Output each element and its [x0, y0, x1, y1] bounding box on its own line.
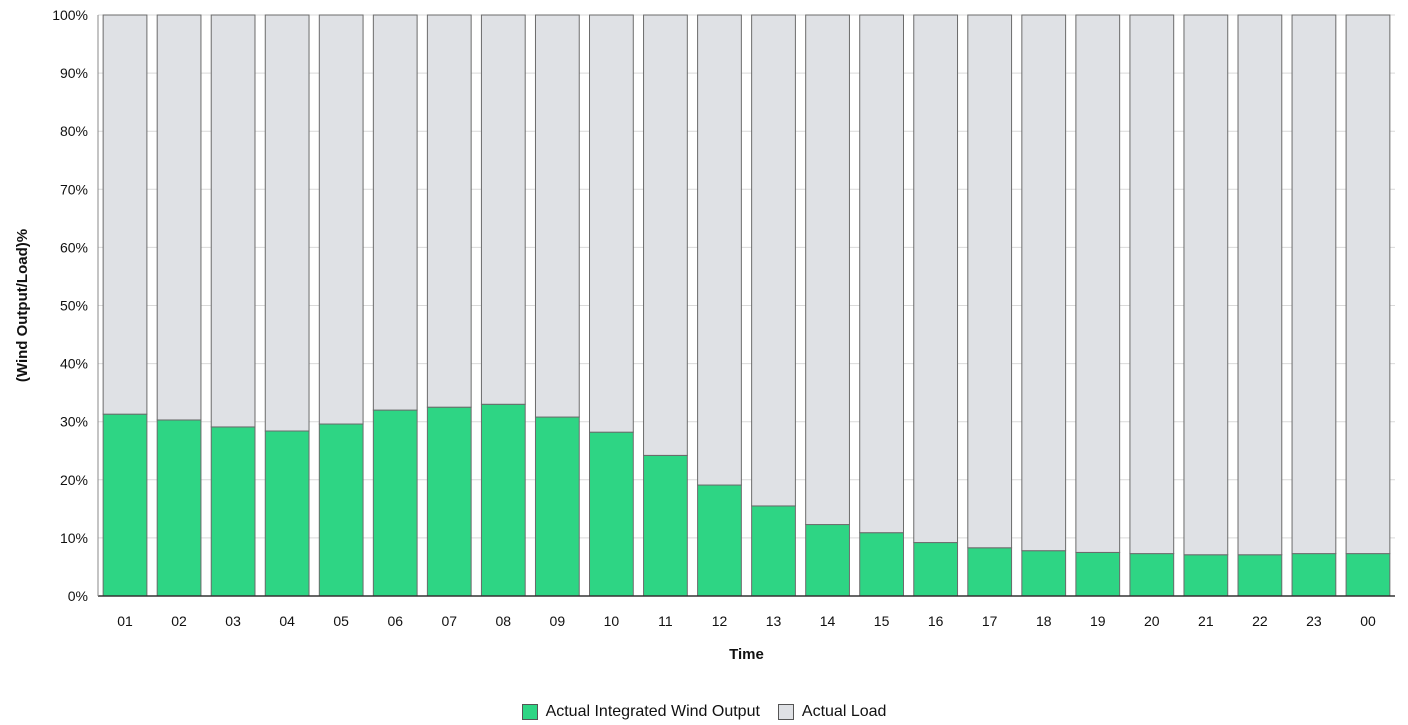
bar-segment-actual-load[interactable] — [967, 14, 1013, 549]
bar-segment-actual-load[interactable] — [1075, 14, 1121, 553]
bar-segment-actual-load[interactable] — [534, 14, 580, 418]
x-tick-label: 11 — [658, 613, 673, 629]
y-tick-label: 30% — [60, 414, 88, 430]
bar-segment-wind-output[interactable] — [697, 484, 742, 597]
x-axis-title: Time — [729, 646, 764, 663]
bar-segment-wind-output[interactable] — [534, 416, 580, 597]
x-tick-label: 16 — [928, 613, 944, 629]
legend: Actual Integrated Wind Output Actual Loa… — [0, 700, 1408, 724]
x-tick-label: 20 — [1144, 613, 1160, 629]
bar-segment-actual-load[interactable] — [210, 14, 256, 428]
x-tick-label: 13 — [766, 613, 782, 629]
bar-segment-actual-load[interactable] — [318, 14, 364, 425]
y-tick-label: 0% — [68, 588, 88, 604]
x-tick-label: 10 — [604, 613, 620, 629]
x-tick-label: 12 — [712, 613, 728, 629]
x-tick-label: 15 — [874, 613, 890, 629]
bar-segment-wind-output[interactable] — [751, 505, 796, 597]
bar-segment-wind-output[interactable] — [318, 423, 364, 597]
legend-label-actual-load: Actual Load — [801, 703, 887, 720]
bar-segment-actual-load[interactable] — [805, 14, 850, 526]
x-tick-label: 18 — [1036, 613, 1052, 629]
y-tick-label: 10% — [60, 530, 88, 546]
bar-segment-actual-load[interactable] — [589, 14, 634, 433]
bar-segment-actual-load[interactable] — [913, 14, 959, 544]
bar-segment-actual-load[interactable] — [1345, 14, 1391, 555]
bar-segment-wind-output[interactable] — [643, 454, 688, 597]
x-tick-label: 06 — [387, 613, 403, 629]
y-tick-label: 50% — [60, 298, 88, 314]
bar-segment-wind-output[interactable] — [264, 430, 310, 597]
x-tick-label: 14 — [820, 613, 836, 629]
y-tick-label: 80% — [60, 123, 88, 139]
bar-segment-wind-output[interactable] — [589, 431, 634, 597]
bar-segment-actual-load[interactable] — [480, 14, 526, 405]
x-tick-label: 00 — [1360, 613, 1376, 629]
bar-segment-wind-output[interactable] — [372, 409, 418, 597]
bar-segment-actual-load[interactable] — [1183, 14, 1229, 556]
bar-segment-wind-output[interactable] — [859, 532, 904, 597]
legend-swatch-wind-output — [521, 704, 538, 720]
bar-segment-actual-load[interactable] — [1291, 14, 1337, 555]
x-tick-label: 08 — [496, 613, 512, 629]
bar-segment-actual-load[interactable] — [426, 14, 472, 408]
bar-segment-actual-load[interactable] — [372, 14, 418, 411]
bar-segment-wind-output[interactable] — [102, 413, 148, 597]
bar-segment-wind-output[interactable] — [1129, 553, 1175, 597]
bar-segment-actual-load[interactable] — [264, 14, 310, 432]
x-tick-label: 01 — [117, 613, 133, 629]
x-tick-label: 17 — [982, 613, 998, 629]
x-tick-label: 23 — [1306, 613, 1322, 629]
y-tick-label: 40% — [60, 356, 88, 372]
bar-segment-actual-load[interactable] — [1237, 14, 1283, 556]
legend-item-actual-load[interactable]: Actual Load — [777, 703, 887, 721]
bar-segment-wind-output[interactable] — [426, 406, 472, 597]
bar-segment-wind-output[interactable] — [1183, 554, 1229, 597]
y-tick-label: 20% — [60, 472, 88, 488]
x-tick-label: 21 — [1198, 613, 1214, 629]
bar-segment-wind-output[interactable] — [156, 419, 202, 597]
y-axis-title: (Wind Output/Load)% — [14, 229, 31, 382]
bar-segment-wind-output[interactable] — [1345, 553, 1391, 597]
bar-segment-wind-output[interactable] — [1237, 554, 1283, 597]
bars — [102, 14, 1391, 597]
bar-segment-wind-output[interactable] — [210, 426, 256, 597]
bar-segment-actual-load[interactable] — [1129, 14, 1175, 555]
y-tick-label: 100% — [52, 7, 88, 23]
x-tick-label: 02 — [171, 613, 187, 629]
axes: 0% 10% 20% 30% 40% 50% 60% 70% 80% 90% 100% 01 02 03 0… — [52, 7, 1395, 629]
bar-segment-actual-load[interactable] — [1021, 14, 1067, 552]
y-tick-label: 60% — [60, 239, 88, 255]
x-tick-label: 04 — [279, 613, 295, 629]
legend-label-wind-output: Actual Integrated Wind Output — [545, 703, 760, 720]
legend-item-wind-output[interactable]: Actual Integrated Wind Output — [521, 703, 760, 721]
bar-segment-wind-output[interactable] — [913, 542, 959, 597]
bar-segment-actual-load[interactable] — [859, 14, 904, 534]
bar-segment-wind-output[interactable] — [1021, 550, 1067, 597]
y-tick-label: 90% — [60, 65, 88, 81]
x-tick-label: 03 — [225, 613, 241, 629]
legend-swatch-actual-load — [777, 704, 794, 720]
bar-segment-actual-load[interactable] — [643, 14, 688, 456]
y-tick-label: 70% — [60, 181, 88, 197]
x-tick-label: 19 — [1090, 613, 1106, 629]
bar-segment-wind-output[interactable] — [805, 524, 850, 597]
bar-segment-wind-output[interactable] — [1291, 553, 1337, 597]
x-tick-label: 05 — [333, 613, 349, 629]
bar-segment-wind-output[interactable] — [480, 403, 526, 597]
bar-segment-actual-load[interactable] — [751, 14, 796, 507]
bar-segment-wind-output[interactable] — [967, 547, 1013, 597]
x-tick-label: 22 — [1252, 613, 1268, 629]
gridlines — [98, 14, 1395, 539]
bar-segment-wind-output[interactable] — [1075, 551, 1121, 597]
bar-segment-actual-load[interactable] — [697, 14, 742, 486]
x-tick-label: 09 — [550, 613, 566, 629]
x-tick-label: 07 — [441, 613, 457, 629]
bar-segment-actual-load[interactable] — [102, 14, 148, 415]
bar-segment-actual-load[interactable] — [156, 14, 202, 421]
